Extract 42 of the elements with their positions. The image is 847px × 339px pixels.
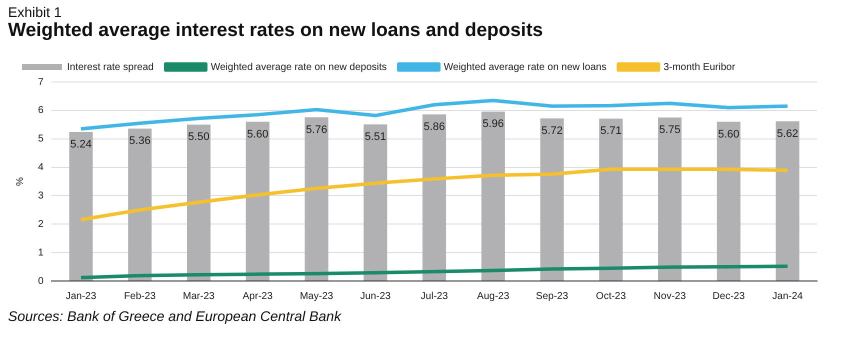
data-label: 5.60: [718, 128, 740, 140]
chart-title: Weighted average interest rates on new loans and deposits: [8, 20, 543, 42]
source-note: Sources: Bank of Greece and European Central Bank: [8, 308, 342, 324]
x-tick-label: May-23: [300, 290, 334, 302]
x-tick-label: Oct-23: [596, 290, 626, 302]
data-label: 5.60: [246, 128, 268, 140]
y-tick-label: 7: [38, 76, 44, 88]
x-tick-label: Apr-23: [242, 290, 274, 302]
data-label: 5.72: [541, 124, 563, 137]
legend-label: 3-month Euribor: [663, 62, 736, 73]
legend-label: Interest rate spread: [67, 62, 154, 73]
data-label: 5.86: [424, 120, 445, 133]
x-tick-label: Sep-23: [536, 290, 569, 302]
x-tick-label: Jan-23: [66, 290, 97, 302]
x-tick-label: Feb-23: [124, 290, 156, 302]
legend-label: Weighted average rate on new loans: [444, 62, 606, 73]
y-tick-label: 1: [38, 247, 44, 258]
x-tick-label: Aug-23: [477, 290, 510, 302]
data-label: 5.62: [776, 128, 798, 140]
data-label: 5.24: [70, 138, 92, 151]
x-tick-label: Nov-23: [654, 290, 686, 302]
legend-label: Weighted average rate on new deposits: [210, 62, 387, 73]
data-label: 5.76: [306, 124, 328, 136]
y-axis-title: %: [14, 176, 26, 186]
data-label: 5.96: [482, 118, 504, 130]
y-tick-label: 3: [38, 190, 44, 202]
x-tick-label: Mar-23: [182, 290, 216, 302]
data-label: 5.36: [129, 135, 151, 148]
y-tick-label: 0: [38, 276, 44, 287]
data-label: 5.51: [364, 130, 386, 143]
data-label: 5.75: [659, 124, 681, 136]
x-tick-label: Jan-24: [772, 290, 804, 302]
y-tick-label: 6: [38, 105, 44, 116]
data-label: 5.71: [600, 125, 622, 138]
y-tick-label: 5: [38, 134, 44, 145]
chart-subtitle: Exhibit 1: [8, 4, 62, 20]
x-tick-label: Dec-23: [712, 290, 746, 302]
x-tick-label: Jun-23: [360, 290, 392, 302]
x-tick-label: Jul-23: [420, 290, 448, 302]
y-tick-label: 4: [38, 162, 44, 174]
y-tick-label: 2: [38, 218, 44, 230]
data-label: 5.50: [188, 131, 210, 144]
